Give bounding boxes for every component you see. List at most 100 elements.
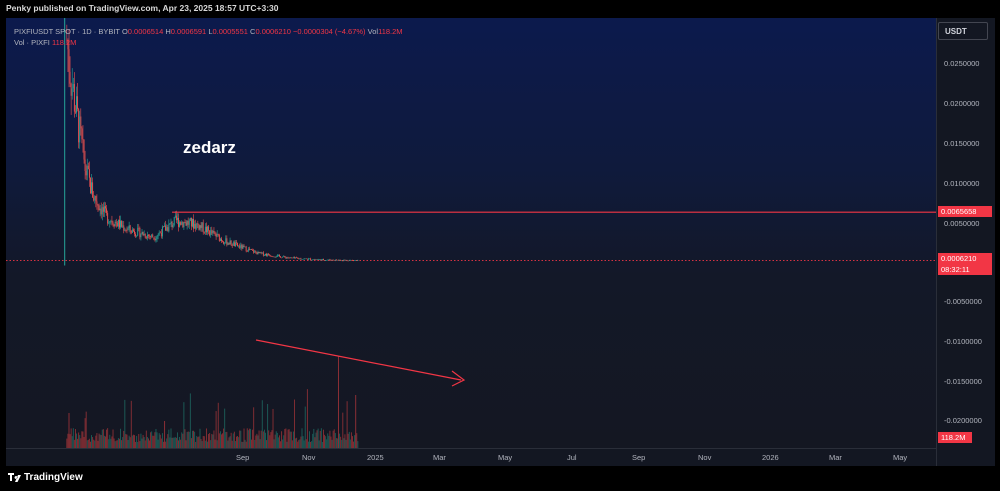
volume-indicator-label[interactable]: Vol · PIXFI <box>14 38 50 47</box>
candle-body <box>240 244 242 248</box>
volume-bar <box>185 440 187 448</box>
candle-body <box>218 234 220 241</box>
volume-bar <box>239 430 241 448</box>
candle-body <box>172 225 174 228</box>
volume-bar <box>95 435 97 448</box>
volume-bar <box>70 428 72 448</box>
candle-body <box>88 169 90 178</box>
volume-bar <box>152 435 154 448</box>
volume-bar <box>148 438 149 448</box>
candle-body <box>328 259 330 261</box>
price-chart[interactable] <box>6 18 936 448</box>
volume-bar <box>202 435 204 448</box>
candle-body <box>66 39 68 41</box>
volume-bar <box>218 433 220 448</box>
plot-area[interactable] <box>6 18 936 448</box>
candle-body <box>280 256 281 258</box>
open-value: 0.0006514 <box>127 27 164 36</box>
volume-bar <box>303 440 305 448</box>
volume-bar <box>98 433 100 448</box>
symbol-label[interactable]: PIXFIUSDT SPOT · 1D · BYBIT <box>14 27 120 36</box>
volume-bar <box>184 429 186 448</box>
candle-body <box>115 221 117 224</box>
candle-body <box>352 260 353 261</box>
candle-body <box>71 88 73 96</box>
volume-bar <box>69 434 71 448</box>
volume-bar <box>92 437 94 448</box>
volume-bar <box>139 441 141 448</box>
candle-body <box>320 259 322 261</box>
candle-body <box>292 257 294 258</box>
volume-bar <box>179 436 181 448</box>
volume-bar <box>144 440 146 448</box>
candle-body <box>255 251 257 253</box>
candle-body <box>294 257 295 259</box>
candle-body <box>310 258 312 260</box>
candle-body <box>251 249 252 250</box>
chart-frame[interactable] <box>6 18 995 467</box>
candle-body <box>302 259 304 260</box>
currency-button[interactable]: USDT <box>938 22 988 40</box>
volume-bar <box>256 433 258 448</box>
candle-body <box>276 255 278 257</box>
candle-body <box>149 235 150 237</box>
candle-body <box>105 206 106 209</box>
price-axis[interactable] <box>936 18 995 466</box>
candle-body <box>101 207 103 215</box>
volume-bar <box>208 434 210 448</box>
volume-bar <box>86 440 88 448</box>
candle-body <box>252 249 254 251</box>
candle-body <box>339 259 341 261</box>
candle-body <box>167 227 169 232</box>
volume-bar <box>100 435 102 448</box>
volume-bar <box>274 434 276 448</box>
volume-bar <box>262 431 264 448</box>
volume-bar <box>223 428 225 448</box>
volume-bar <box>150 432 152 448</box>
ohlc-row: PIXFIUSDT SPOT · 1D · BYBIT O0.0006514 H… <box>14 26 403 37</box>
candle-body <box>209 230 211 236</box>
volume-bar <box>145 430 147 448</box>
candle-body <box>221 238 222 242</box>
volume-bar <box>211 434 213 448</box>
candle-body <box>130 230 132 233</box>
volume-bar <box>342 412 344 448</box>
volume-bar <box>283 435 285 448</box>
candle-body <box>200 225 202 228</box>
candle-body <box>68 49 70 72</box>
candle-body <box>356 260 358 261</box>
time-axis[interactable] <box>6 448 936 467</box>
candle-body <box>298 258 300 259</box>
volume-bar <box>335 438 337 448</box>
candle-body <box>230 240 232 246</box>
volume-bar <box>93 439 95 448</box>
candle-body <box>229 240 231 245</box>
volume-bar <box>209 433 211 448</box>
vol-label: Vol <box>367 27 379 36</box>
candle-body <box>238 245 240 247</box>
volume-bar <box>143 437 145 448</box>
volume-bar <box>181 432 183 448</box>
candle-body <box>129 225 131 231</box>
volume-bar <box>304 406 306 448</box>
volume-bar <box>112 429 114 448</box>
time-label: Jul <box>567 453 577 462</box>
volume-bar <box>232 433 234 448</box>
volume-bar <box>217 402 219 448</box>
volume-bar <box>329 430 331 448</box>
volume-bar <box>225 432 227 448</box>
candle-body <box>109 221 111 223</box>
volume-bar <box>174 437 176 448</box>
candle-body <box>228 243 230 245</box>
candle-body <box>250 249 251 250</box>
candle-body <box>188 220 190 225</box>
candle-body <box>127 228 129 231</box>
candle-body <box>150 236 152 237</box>
volume-bar <box>297 441 299 448</box>
candle-body <box>197 223 199 225</box>
low-value: 0.0005551 <box>212 27 248 36</box>
volume-bar <box>196 435 198 448</box>
candle-body <box>203 232 205 233</box>
volume-bar <box>204 440 206 448</box>
time-label: 2025 <box>367 453 384 462</box>
